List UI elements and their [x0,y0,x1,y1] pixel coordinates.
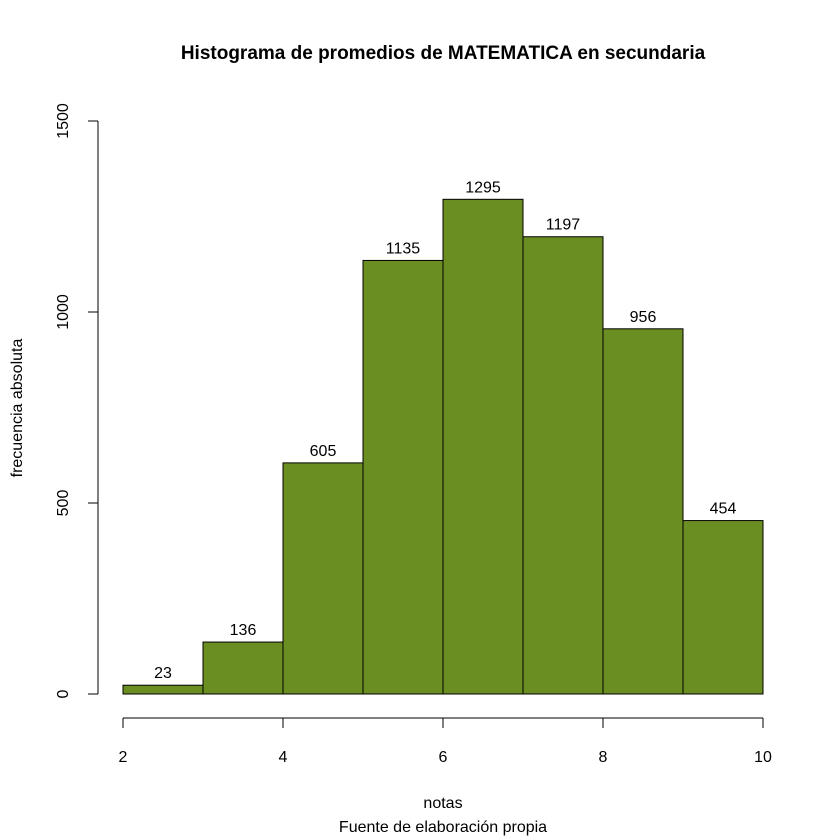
x-axis: 2 4 6 8 10 [119,717,772,766]
y-axis: 0 500 1000 1500 [55,103,99,698]
chart-title: Histograma de promedios de MATEMATICA en… [181,43,706,64]
x-tick-label: 2 [119,749,128,766]
bar-value-label: 23 [154,665,172,682]
bar-labels-group: 23 136 605 1135 1295 1197 956 454 [154,179,736,682]
x-tick-label: 6 [439,749,448,766]
histogram-bar [282,462,364,695]
histogram-bar [362,259,444,695]
y-tick-label: 0 [55,689,72,698]
bars-group [122,198,764,695]
x-tick-label: 8 [599,749,608,766]
x-tick-label: 4 [279,749,288,766]
bar-value-label: 1135 [386,240,421,257]
caption: Fuente de elaboración propia [339,819,547,836]
y-tick-label: 1500 [55,103,72,139]
y-axis-label: frecuencia absoluta [9,339,26,478]
bar-value-label: 605 [310,443,337,460]
bar-value-label: 956 [630,309,657,326]
bar-value-label: 454 [710,501,737,518]
bar-value-label: 136 [230,622,257,639]
y-tick-label: 1000 [55,294,72,330]
bar-value-label: 1197 [546,217,581,234]
histogram-bar [682,520,764,695]
histogram-bar [522,236,604,695]
histogram-bar [442,198,524,695]
histogram-bar [202,641,284,695]
histogram-bar [122,684,204,695]
histogram-bar [602,328,684,695]
y-tick-label: 500 [55,490,72,517]
x-tick-label: 10 [754,749,772,766]
bar-value-label: 1295 [465,179,501,196]
x-axis-label: notas [423,795,462,812]
